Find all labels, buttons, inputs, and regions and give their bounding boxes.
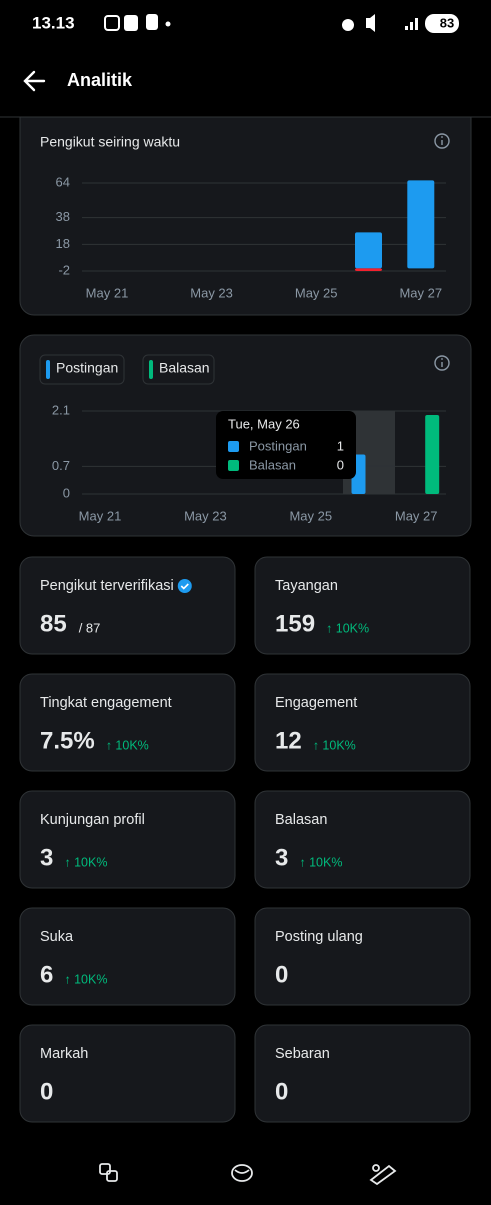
y-tick-label: 18 <box>56 236 70 251</box>
stat-card <box>19 1024 236 1123</box>
chart-card <box>19 94 472 316</box>
info-icon[interactable] <box>434 133 450 149</box>
chart-title: Pengikut seiring waktu <box>40 134 180 150</box>
stat-card <box>254 673 471 772</box>
bar <box>355 268 382 271</box>
x-tick-label: May 25 <box>295 285 338 300</box>
stat-value: 7.5% <box>40 727 95 754</box>
stat-change: ↑ 10K% <box>64 972 107 986</box>
y-tick-label: 38 <box>56 209 70 224</box>
stat-card <box>19 556 236 655</box>
x-tick-label: May 23 <box>184 508 227 523</box>
stat-total: / 87 <box>79 620 101 635</box>
stat-card <box>19 673 236 772</box>
tooltip-label: Balasan <box>249 457 296 472</box>
tooltip-swatch <box>228 441 239 452</box>
stat-value: 0 <box>275 1078 288 1105</box>
stat-label: Posting ulang <box>275 929 363 945</box>
stat-change: ↑ 10K% <box>299 855 342 869</box>
stat-value: 0 <box>275 961 288 988</box>
x-tick-label: May 27 <box>395 508 438 523</box>
tooltip-label: Postingan <box>249 438 307 453</box>
x-tick-label: May 25 <box>289 508 332 523</box>
tooltip-title: Tue, May 26 <box>228 416 300 431</box>
x-tick-label: May 23 <box>190 285 233 300</box>
legend-button[interactable] <box>142 354 215 385</box>
stat-value: 0 <box>40 1078 53 1105</box>
verified-check <box>180 583 189 590</box>
legend-swatch <box>149 360 153 379</box>
stat-value: 3 <box>40 844 53 871</box>
stat-label: Balasan <box>275 812 327 828</box>
stat-value: 85 <box>40 610 67 637</box>
nav-item[interactable] <box>369 1164 397 1186</box>
stat-card <box>254 907 471 1006</box>
stat-label: Suka <box>40 929 74 945</box>
back-button[interactable] <box>23 70 46 92</box>
header-bg <box>0 0 491 117</box>
stat-change: ↑ 10K% <box>106 738 149 752</box>
stat-card <box>254 1024 471 1123</box>
info-icon[interactable] <box>434 355 450 371</box>
tooltip-swatch <box>228 460 239 471</box>
bar <box>355 232 382 269</box>
tooltip-value: 0 <box>337 457 344 472</box>
page-title: Analitik <box>67 70 133 90</box>
legend-label: Balasan <box>159 360 210 376</box>
status-time: 13.13 <box>32 13 75 32</box>
nav-item[interactable] <box>99 1163 118 1182</box>
legend-swatch <box>46 360 50 379</box>
battery <box>425 14 459 33</box>
stat-label: Engagement <box>275 695 357 711</box>
bottom-nav <box>99 1163 397 1186</box>
stat-value: 159 <box>275 610 315 637</box>
stat-card <box>19 790 236 889</box>
stat-value: 12 <box>275 727 302 754</box>
battery-level: 83 <box>440 15 454 30</box>
x-tick-label: May 21 <box>86 285 129 300</box>
stat-label: Markah <box>40 1046 88 1062</box>
x-tick-label: May 21 <box>79 508 122 523</box>
tooltip <box>216 411 356 479</box>
tooltip-value: 1 <box>337 438 344 453</box>
y-tick-label: 0.7 <box>52 458 70 473</box>
y-tick-label: 0 <box>63 485 70 500</box>
nav-item[interactable] <box>231 1164 253 1182</box>
stat-card <box>254 556 471 655</box>
stat-value: 6 <box>40 961 53 988</box>
stat-label: Kunjungan profil <box>40 812 145 828</box>
stat-change: ↑ 10K% <box>313 738 356 752</box>
legend-label: Postingan <box>56 360 118 376</box>
stat-label: Tayangan <box>275 578 338 594</box>
stat-value: 3 <box>275 844 288 871</box>
stat-label: Sebaran <box>275 1046 330 1062</box>
x-tick-label: May 27 <box>399 285 442 300</box>
legend-button[interactable] <box>39 354 125 385</box>
stat-label: Tingkat engagement <box>40 695 172 711</box>
stat-card <box>19 907 236 1006</box>
y-tick-label: -2 <box>58 262 70 277</box>
stat-change: ↑ 10K% <box>64 855 107 869</box>
status-icons <box>104 14 418 32</box>
stat-card <box>254 790 471 889</box>
stat-label: Pengikut terverifikasi <box>40 578 174 594</box>
bar <box>425 414 440 494</box>
stat-change: ↑ 10K% <box>326 621 369 635</box>
y-tick-label: 64 <box>56 174 70 189</box>
bar <box>407 180 435 269</box>
verified-badge <box>177 579 192 593</box>
y-tick-label: 2.1 <box>52 402 70 417</box>
